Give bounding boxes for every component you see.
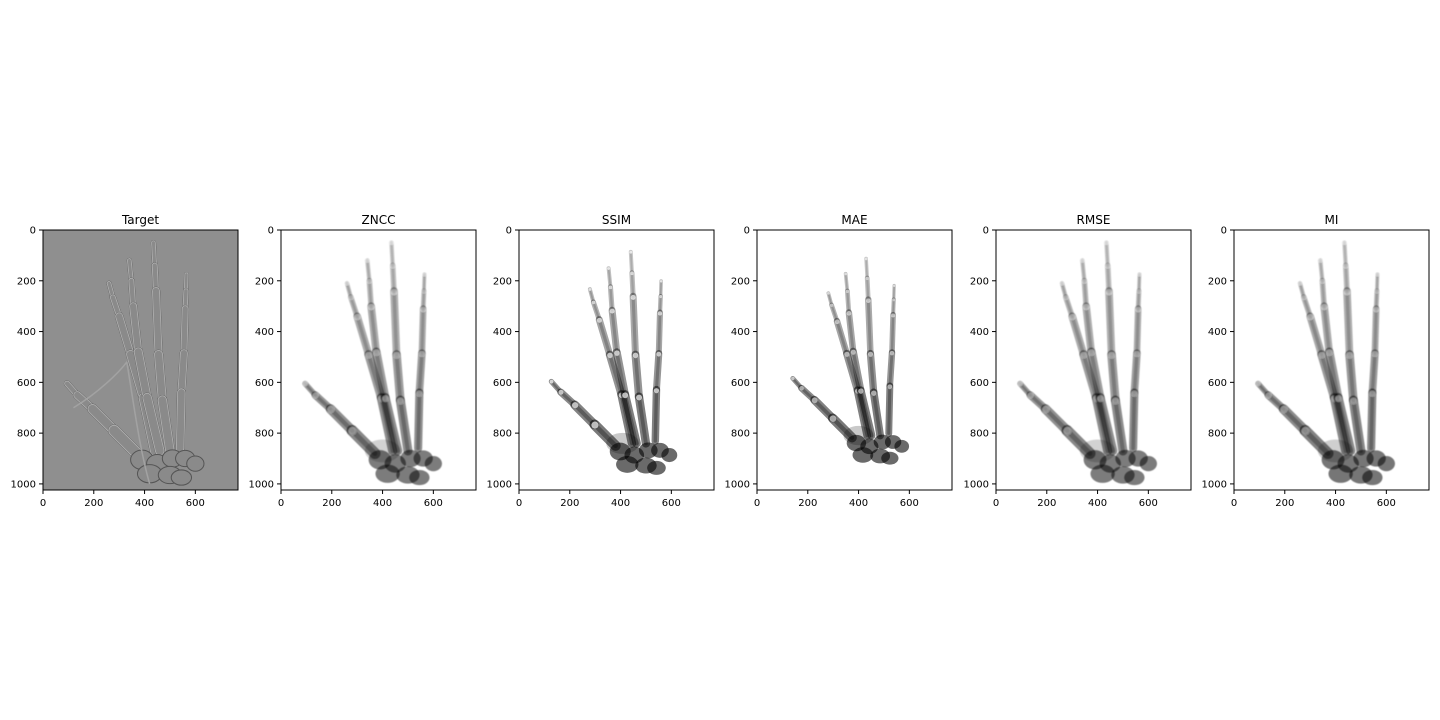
axes-frame — [1233, 229, 1430, 491]
x-tick-label: 600 — [186, 498, 205, 509]
panel-target: Target 0 200 400 600 0 200 400 600 800 1000 — [11, 213, 239, 509]
y-tick-label: 400 — [731, 327, 750, 338]
y-tick-label: 200 — [1208, 276, 1227, 287]
panel-zncc: ZNCC 0 200 400 600 0 200 400 600 800 1000 — [249, 213, 477, 509]
y-tick-label: 800 — [731, 429, 750, 440]
xray-image — [1255, 240, 1395, 486]
panel-mae: MAE 0 200 400 600 0 200 400 600 800 1000 — [725, 213, 953, 509]
y-tick-label: 200 — [970, 276, 989, 287]
axes-frame — [756, 229, 953, 491]
y-tick-label: 1000 — [964, 479, 989, 490]
y-tick-label: 0 — [506, 226, 512, 237]
x-tick-label: 200 — [1275, 498, 1294, 509]
x-tick-label: 600 — [662, 498, 681, 509]
x-tick-label: 200 — [798, 498, 817, 509]
y-tick-label: 1000 — [725, 479, 750, 490]
xray-image — [63, 240, 205, 486]
y-tick-label: 600 — [493, 378, 512, 389]
y-tick-label: 1000 — [11, 479, 36, 490]
x-tick-label: 400 — [135, 498, 154, 509]
y-tick-label: 0 — [983, 226, 989, 237]
axes-frame — [280, 229, 477, 491]
panel-title: SSIM — [602, 213, 631, 227]
y-tick-label: 200 — [731, 276, 750, 287]
panel-mi: MI 0 200 400 600 0 200 400 600 800 1000 — [1202, 213, 1430, 509]
panel-ssim: SSIM 0 200 400 600 0 200 400 600 800 1000 — [487, 213, 715, 509]
axes-frame — [42, 229, 239, 491]
y-tick-label: 800 — [970, 429, 989, 440]
x-tick-label: 600 — [1377, 498, 1396, 509]
y-tick-label: 800 — [17, 429, 36, 440]
x-tick-label: 0 — [754, 498, 760, 509]
x-tick-label: 600 — [424, 498, 443, 509]
y-tick-label: 1000 — [249, 479, 274, 490]
axes-frame — [995, 229, 1192, 491]
panel-title: MAE — [841, 213, 867, 227]
y-tick-label: 0 — [744, 226, 750, 237]
y-tick-label: 600 — [17, 378, 36, 389]
xray-image — [302, 240, 442, 486]
panel-title: MI — [1325, 213, 1339, 227]
y-tick-label: 400 — [493, 327, 512, 338]
panel-title: ZNCC — [362, 213, 396, 227]
axes-frame — [518, 229, 715, 491]
x-tick-label: 200 — [322, 498, 341, 509]
y-tick-label: 0 — [1221, 226, 1227, 237]
xray-image — [1017, 240, 1157, 486]
x-tick-label: 200 — [1037, 498, 1056, 509]
xray-image — [790, 256, 910, 465]
panel-title: RMSE — [1077, 213, 1111, 227]
y-tick-label: 400 — [255, 327, 274, 338]
xray-image — [548, 249, 678, 475]
y-tick-label: 400 — [17, 327, 36, 338]
y-tick-label: 600 — [255, 378, 274, 389]
y-tick-label: 600 — [731, 378, 750, 389]
y-tick-label: 0 — [268, 226, 274, 237]
x-tick-label: 400 — [1326, 498, 1345, 509]
panel-title: Target — [121, 213, 159, 227]
y-tick-label: 600 — [970, 378, 989, 389]
y-tick-label: 400 — [970, 327, 989, 338]
x-tick-label: 0 — [1231, 498, 1237, 509]
y-tick-label: 800 — [255, 429, 274, 440]
y-tick-label: 600 — [1208, 378, 1227, 389]
x-tick-label: 400 — [849, 498, 868, 509]
panel-rmse: RMSE 0 200 400 600 0 200 400 600 800 1000 — [964, 213, 1192, 509]
x-tick-label: 600 — [1139, 498, 1158, 509]
y-tick-label: 800 — [493, 429, 512, 440]
y-tick-label: 0 — [30, 226, 36, 237]
y-tick-label: 800 — [1208, 429, 1227, 440]
y-tick-label: 200 — [255, 276, 274, 287]
x-tick-label: 400 — [1088, 498, 1107, 509]
x-tick-label: 400 — [611, 498, 630, 509]
y-tick-label: 200 — [17, 276, 36, 287]
y-tick-label: 200 — [493, 276, 512, 287]
x-tick-label: 0 — [993, 498, 999, 509]
x-tick-label: 0 — [516, 498, 522, 509]
y-tick-label: 1000 — [1202, 479, 1227, 490]
x-tick-label: 200 — [84, 498, 103, 509]
x-tick-label: 600 — [900, 498, 919, 509]
x-tick-label: 400 — [373, 498, 392, 509]
x-tick-label: 200 — [560, 498, 579, 509]
x-tick-label: 0 — [40, 498, 46, 509]
y-tick-label: 1000 — [487, 479, 512, 490]
x-tick-label: 0 — [278, 498, 284, 509]
y-tick-label: 400 — [1208, 327, 1227, 338]
